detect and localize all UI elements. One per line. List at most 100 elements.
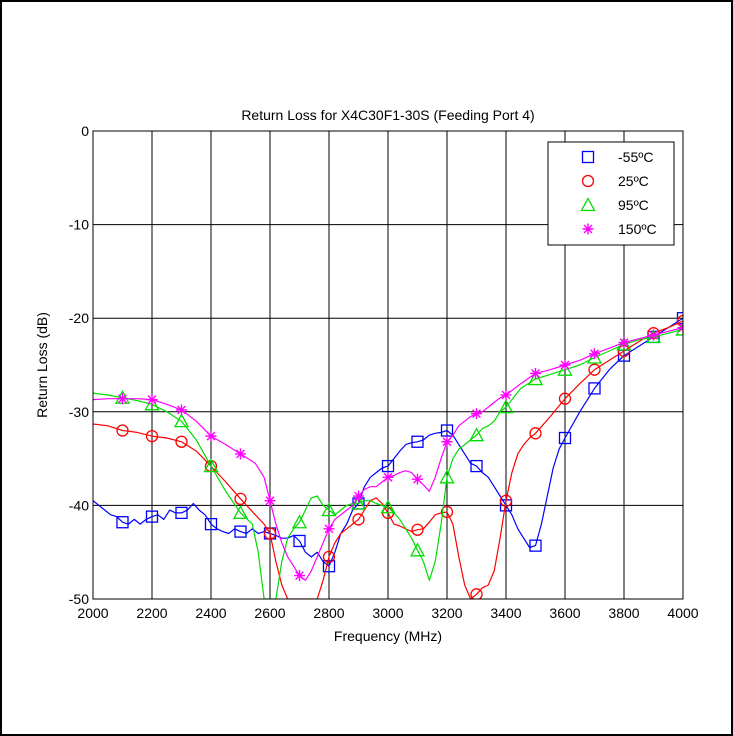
series-marker — [411, 523, 424, 536]
plot-border — [92, 130, 684, 600]
series-marker — [439, 469, 455, 484]
legend-marker — [581, 174, 595, 188]
series-marker — [205, 430, 217, 442]
series-marker — [471, 408, 482, 420]
series-marker — [173, 413, 190, 428]
series-marker — [294, 570, 305, 582]
x-tick-label: 3600 — [549, 605, 580, 621]
legend-marker — [580, 197, 596, 212]
y-tick-label: -50 — [69, 591, 89, 607]
x-axis-label: Frequency (MHz) — [334, 628, 442, 644]
series-marker — [321, 502, 337, 517]
legend-label: 95ºC — [618, 197, 649, 213]
series-marker — [558, 431, 572, 445]
series-marker — [145, 429, 159, 443]
series-marker — [352, 513, 365, 526]
series-marker — [204, 517, 218, 531]
series-marker — [264, 495, 276, 507]
series-marker — [176, 404, 187, 416]
legend: -55ºC 25ºC 95ºC 150ºC — [547, 141, 675, 246]
x-tick-label: 4000 — [667, 605, 698, 621]
series-marker — [411, 435, 424, 448]
series-marker — [559, 359, 571, 371]
series-marker — [558, 392, 572, 405]
y-tick-label: -40 — [69, 497, 89, 513]
series-marker — [440, 424, 454, 437]
series-marker — [380, 499, 396, 514]
series-marker — [468, 427, 485, 442]
series-marker — [353, 490, 364, 502]
series-marker — [234, 525, 247, 538]
series-4 — [93, 322, 683, 582]
series-marker — [530, 367, 541, 379]
series-marker — [529, 427, 542, 440]
series-marker — [648, 329, 659, 341]
series-marker — [323, 523, 335, 535]
series-marker — [291, 514, 308, 529]
series-marker — [322, 560, 336, 573]
y-tick-label: -30 — [69, 404, 89, 420]
series-marker — [529, 539, 542, 552]
series-marker — [412, 473, 423, 485]
series-line — [93, 317, 683, 567]
x-tick-label: 2600 — [254, 605, 285, 621]
series-marker — [146, 394, 158, 406]
x-tick-label: 2400 — [195, 605, 226, 621]
series-marker — [470, 459, 483, 473]
chart-title: Return Loss for X4C30F1-30S (Feeding Por… — [241, 107, 534, 123]
series-marker — [676, 312, 683, 325]
y-tick-label: 0 — [81, 123, 89, 139]
series-marker — [116, 516, 129, 529]
series-line — [93, 328, 683, 599]
axis-ticks: 2000 2200 2400 2600 2800 3000 3200 3400 3600 3800… — [69, 123, 699, 621]
legend-item: 95ºC — [580, 197, 649, 213]
legend-item: 150ºC — [582, 221, 657, 237]
legend-marker — [582, 223, 594, 235]
series-marker — [117, 393, 128, 405]
y-tick-label: -20 — [69, 310, 89, 326]
x-tick-label: 3200 — [431, 605, 462, 621]
series-layer — [93, 312, 683, 599]
series-marker — [588, 382, 601, 395]
series-marker — [145, 510, 159, 523]
series-marker — [381, 459, 395, 473]
series-marker — [441, 436, 453, 448]
y-axis-label: Return Loss (dB) — [34, 312, 50, 418]
series-marker — [235, 448, 246, 460]
series-marker — [676, 314, 683, 328]
series-marker — [498, 399, 514, 414]
series-marker — [500, 389, 512, 401]
x-tick-label: 2200 — [136, 605, 167, 621]
series-marker — [322, 550, 336, 564]
series-line — [93, 320, 683, 599]
series-marker — [499, 494, 513, 507]
series-marker — [234, 492, 247, 505]
x-tick-label: 3800 — [608, 605, 639, 621]
legend-item: -55ºC — [581, 149, 653, 165]
series-marker — [293, 534, 306, 548]
series-marker — [175, 435, 188, 448]
x-tick-label: 3000 — [372, 605, 403, 621]
series-marker — [232, 505, 249, 520]
series-marker — [263, 527, 277, 540]
series-marker — [589, 348, 600, 360]
series-2 — [93, 314, 683, 599]
x-tick-label: 3400 — [490, 605, 521, 621]
x-tick-label: 2800 — [313, 605, 344, 621]
series-marker — [175, 506, 188, 520]
series-marker — [470, 588, 483, 599]
legend-marker — [581, 150, 595, 164]
series-marker — [382, 471, 394, 483]
series-marker — [409, 542, 426, 557]
legend-box — [547, 141, 675, 246]
series-marker — [618, 337, 630, 349]
y-tick-label: -10 — [69, 217, 89, 233]
legend-item: 25ºC — [581, 173, 649, 189]
series-marker — [203, 458, 219, 473]
series-marker — [116, 424, 129, 437]
legend-label: 25ºC — [618, 173, 649, 189]
series-marker — [588, 363, 601, 376]
x-tick-label: 2000 — [77, 605, 108, 621]
